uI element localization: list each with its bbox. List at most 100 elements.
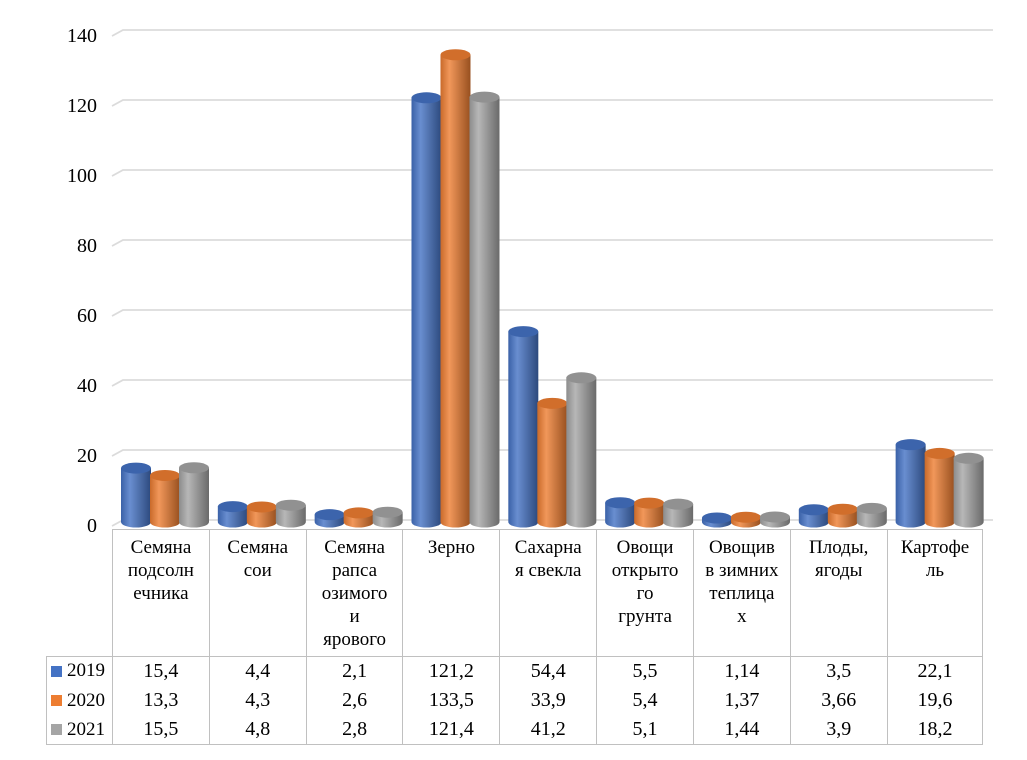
legend-cell: 2019: [46, 656, 112, 686]
bar-2020-cat1: [246, 501, 277, 528]
category-label-line: Зерно: [427, 537, 475, 558]
y-axis-tick-label: 80: [77, 235, 97, 257]
table-value-cell: 4,3: [208, 685, 306, 716]
cylinder-top: [798, 504, 829, 516]
cylinder-body: [605, 502, 636, 528]
cylinder-body: [634, 503, 665, 528]
y-axis-tick-label: 0: [87, 515, 97, 537]
bar-2020-cat3: [440, 49, 471, 528]
table-value-cell: 4,8: [208, 715, 306, 746]
cylinder-body: [895, 444, 926, 528]
cylinder-top: [953, 452, 984, 464]
cylinder-top: [759, 511, 790, 523]
cylinder-top: [537, 397, 568, 409]
table-value-cell: 121,4: [402, 715, 500, 746]
category-label-line: озимого: [321, 583, 388, 604]
table-value-cell: 2,8: [305, 715, 403, 746]
cylinder-body: [246, 506, 277, 528]
table-value-cell: 54,4: [499, 656, 597, 686]
cylinder-top: [701, 512, 732, 524]
category-label-line: сои: [243, 560, 272, 581]
bar-2021-cat6: [759, 511, 790, 528]
table-value-cell: 121,2: [402, 656, 500, 686]
cylinder-top: [508, 326, 539, 338]
category-label-line: Семяна: [324, 537, 385, 558]
cylinder-top: [440, 49, 471, 61]
category-label-line: Сахарна: [514, 537, 582, 558]
bar-2019-cat3: [411, 92, 442, 528]
category-header-cell: Плоды, ягоды: [789, 529, 887, 656]
table-value-cell: 15,4: [112, 656, 209, 686]
bar-2021-cat1: [275, 499, 306, 528]
category-header-cell: Овощи открыто го грунта: [596, 529, 693, 656]
cylinder-body: [440, 54, 471, 528]
gridline: [111, 309, 993, 317]
cylinder-top: [469, 91, 500, 103]
table-value-cell: 18,2: [886, 715, 984, 746]
bar-2020-cat4: [537, 397, 568, 528]
bar-2020-cat7: [827, 503, 858, 528]
cylinder-top: [246, 501, 277, 513]
category-label-line: подсолн: [127, 560, 194, 581]
bar-2019-cat2: [314, 509, 345, 528]
cylinder-top: [217, 501, 248, 513]
cylinder-top: [730, 511, 761, 523]
bar-2021-cat4: [566, 372, 597, 528]
cylinder-body: [179, 467, 209, 528]
y-axis-tick-label: 20: [77, 445, 97, 467]
cylinder-body: [275, 505, 306, 528]
bar-2020-cat6: [730, 511, 761, 528]
cylinder-top: [343, 507, 374, 519]
category-label-line: открыто: [611, 560, 679, 581]
table-value-cell: 4,4: [208, 656, 306, 686]
data-table: Семяна подсолн ечника Семяна сои Семяна рапса о…: [46, 529, 984, 746]
cylinder-top: [634, 497, 665, 509]
bar-2019-cat5: [605, 497, 636, 528]
category-header-cell: Семяна сои: [208, 529, 306, 656]
legend-year-label: 2021: [67, 718, 105, 740]
table-value-cell: 1,14: [692, 656, 790, 686]
table-value-cell: 41,2: [499, 715, 597, 746]
category-label-line: Плоды,: [809, 537, 869, 558]
cylinder-body: [217, 506, 248, 528]
bar-2021-cat8: [953, 452, 984, 528]
bar-2019-cat0: [121, 462, 151, 528]
category-label-line: Семяна: [227, 537, 289, 558]
bar-2019-cat8: [895, 439, 926, 528]
table-value-cell: 13,3: [112, 685, 209, 716]
cylinder-top: [663, 498, 694, 510]
y-axis-tick-label: 60: [77, 305, 97, 327]
cylinder-top: [895, 439, 926, 451]
table-value-cell: 22,1: [886, 656, 984, 686]
category-label-line: х: [737, 606, 747, 627]
bar-2021-cat0: [179, 462, 209, 528]
table-value-cell: 133,5: [402, 685, 499, 716]
bar-2020-cat2: [343, 507, 374, 528]
legend-header-spacer: [46, 529, 112, 656]
category-header-cell: Зерно: [402, 529, 500, 656]
cylinder-body: [469, 97, 500, 528]
bar-2021-cat2: [372, 506, 403, 528]
category-header-cell: Семяна подсолн ечника: [112, 529, 209, 656]
category-label-line: Картофе: [900, 537, 970, 558]
bar-2019-cat1: [217, 501, 248, 528]
table-value-cell: 33,9: [499, 685, 596, 716]
cylinder-body: [953, 458, 984, 528]
gridline: [111, 169, 993, 177]
cylinder-top: [566, 372, 597, 384]
legend-color-swatch: [51, 665, 62, 677]
cylinder-body: [121, 468, 151, 528]
table-value-cell: 1,37: [692, 685, 790, 716]
bar-2020-cat5: [634, 497, 665, 528]
category-label-line: грунта: [618, 606, 672, 627]
category-label-line: го: [636, 583, 654, 604]
legend-cell: 2020: [46, 685, 112, 716]
table-value-cell: 15,5: [112, 715, 209, 746]
cylinder-top: [314, 509, 345, 521]
gridline: [111, 239, 993, 247]
bar-2020-cat8: [924, 447, 955, 528]
category-label-line: рапса: [332, 560, 378, 581]
legend-year-label: 2020: [67, 689, 105, 711]
table-value-cell: 5,1: [596, 715, 693, 746]
